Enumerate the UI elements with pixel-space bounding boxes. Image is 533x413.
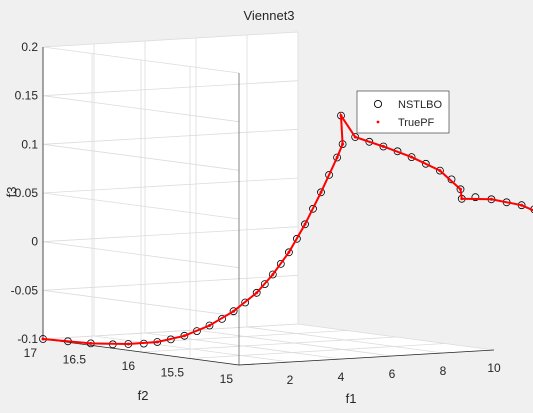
- legend-truepf-marker: [376, 120, 380, 124]
- nstlbo-point: [260, 280, 269, 289]
- nstlbo-point: [435, 166, 444, 175]
- nstlbo-point: [379, 142, 388, 151]
- nstlbo-point: [447, 175, 456, 184]
- truepf-point: [232, 309, 236, 313]
- nstlbo-point: [284, 248, 293, 257]
- y-axis-label: f2: [138, 388, 149, 403]
- y-tick-label: 16.5: [63, 353, 87, 367]
- legend: NSTLBO TruePF: [356, 90, 450, 134]
- z-tick-label: -0.1: [17, 332, 38, 346]
- truepf-point: [271, 273, 275, 276]
- nstlbo-point: [317, 188, 325, 197]
- nstlbo-point: [218, 314, 226, 323]
- z-tick-label: 0.15: [15, 89, 39, 103]
- truepf-point: [41, 337, 45, 341]
- chart-title: Viennet3: [243, 8, 294, 23]
- nstlbo-point: [276, 259, 285, 268]
- truepf-point: [208, 324, 211, 327]
- truepf-point: [339, 114, 343, 118]
- legend-nstlbo-label: NSTLBO: [398, 99, 442, 111]
- x-axis-label: f1: [346, 391, 357, 406]
- truepf-point: [410, 155, 414, 159]
- nstlbo-point: [205, 321, 214, 330]
- truepf-point: [155, 340, 159, 344]
- truepf-point: [303, 222, 307, 226]
- x-tick-label: 6: [389, 367, 396, 381]
- z-tick-label: 0.1: [21, 137, 38, 151]
- truepf-point: [460, 197, 464, 201]
- z-tick-label: 0.05: [15, 186, 39, 200]
- truepf-point: [255, 291, 259, 295]
- nstlbo-point: [229, 307, 238, 316]
- z-tick-label: 0: [31, 235, 38, 249]
- nstlbo-point: [407, 153, 416, 162]
- grid-line-x: [297, 32, 495, 351]
- plot-area: [39, 111, 533, 349]
- x-tick-label: 8: [440, 364, 447, 378]
- nstlbo-point: [241, 298, 250, 307]
- nstlbo-point: [309, 204, 317, 213]
- truepf-point: [520, 203, 524, 207]
- x-tick-label: 4: [338, 370, 345, 384]
- x-tick-label: 2: [287, 373, 294, 387]
- legend-nstlbo-marker: [373, 99, 383, 109]
- nstlbo-point: [421, 159, 430, 168]
- truepf-point: [381, 145, 385, 148]
- x-axis-line: [238, 349, 495, 366]
- nstlbo-point: [351, 133, 360, 141]
- truepf-point: [182, 334, 186, 338]
- x-tick-label: 10: [487, 361, 501, 375]
- nstlbo-point: [268, 270, 277, 279]
- nstlbo-point: [325, 170, 334, 179]
- nstlbo-point: [471, 193, 480, 202]
- nstlbo-point: [292, 234, 301, 243]
- y-tick-label: 17: [24, 346, 38, 360]
- truepf-point: [353, 135, 357, 139]
- y-tick-label: 15: [220, 372, 234, 386]
- y-axis-line: [42, 338, 240, 366]
- legend-box: [356, 90, 450, 134]
- truepf-point: [489, 197, 493, 201]
- y-tick-label: 16: [122, 359, 136, 373]
- z-axis-label: f3: [4, 187, 19, 198]
- nstlbo-point: [365, 137, 374, 146]
- truepf-point: [341, 142, 345, 146]
- nstlbo-point: [333, 153, 342, 162]
- truepf-point: [438, 169, 442, 173]
- truepf-point: [335, 156, 339, 159]
- truepf-point: [319, 190, 323, 194]
- z-tick-label: 0.2: [21, 40, 38, 54]
- truepf-point: [89, 341, 93, 345]
- y-tick-label: 15.5: [161, 366, 185, 380]
- nstlbo-point: [252, 288, 261, 297]
- truepf-point: [459, 187, 462, 191]
- axes-lines: [42, 47, 495, 366]
- tick-labels: 2 4 6 8 10 15 15.5 16 16.5 17-0.1 -0.05 0 0.05 0.1 0.1…: [11, 40, 501, 387]
- legend-truepf-label: TruePF: [398, 117, 435, 129]
- nstlbo-point: [301, 220, 309, 229]
- truepf-point: [287, 250, 291, 254]
- z-tick-label: -0.05: [11, 283, 39, 297]
- axes-panes: [43, 32, 494, 365]
- truepf-point: [126, 342, 130, 346]
